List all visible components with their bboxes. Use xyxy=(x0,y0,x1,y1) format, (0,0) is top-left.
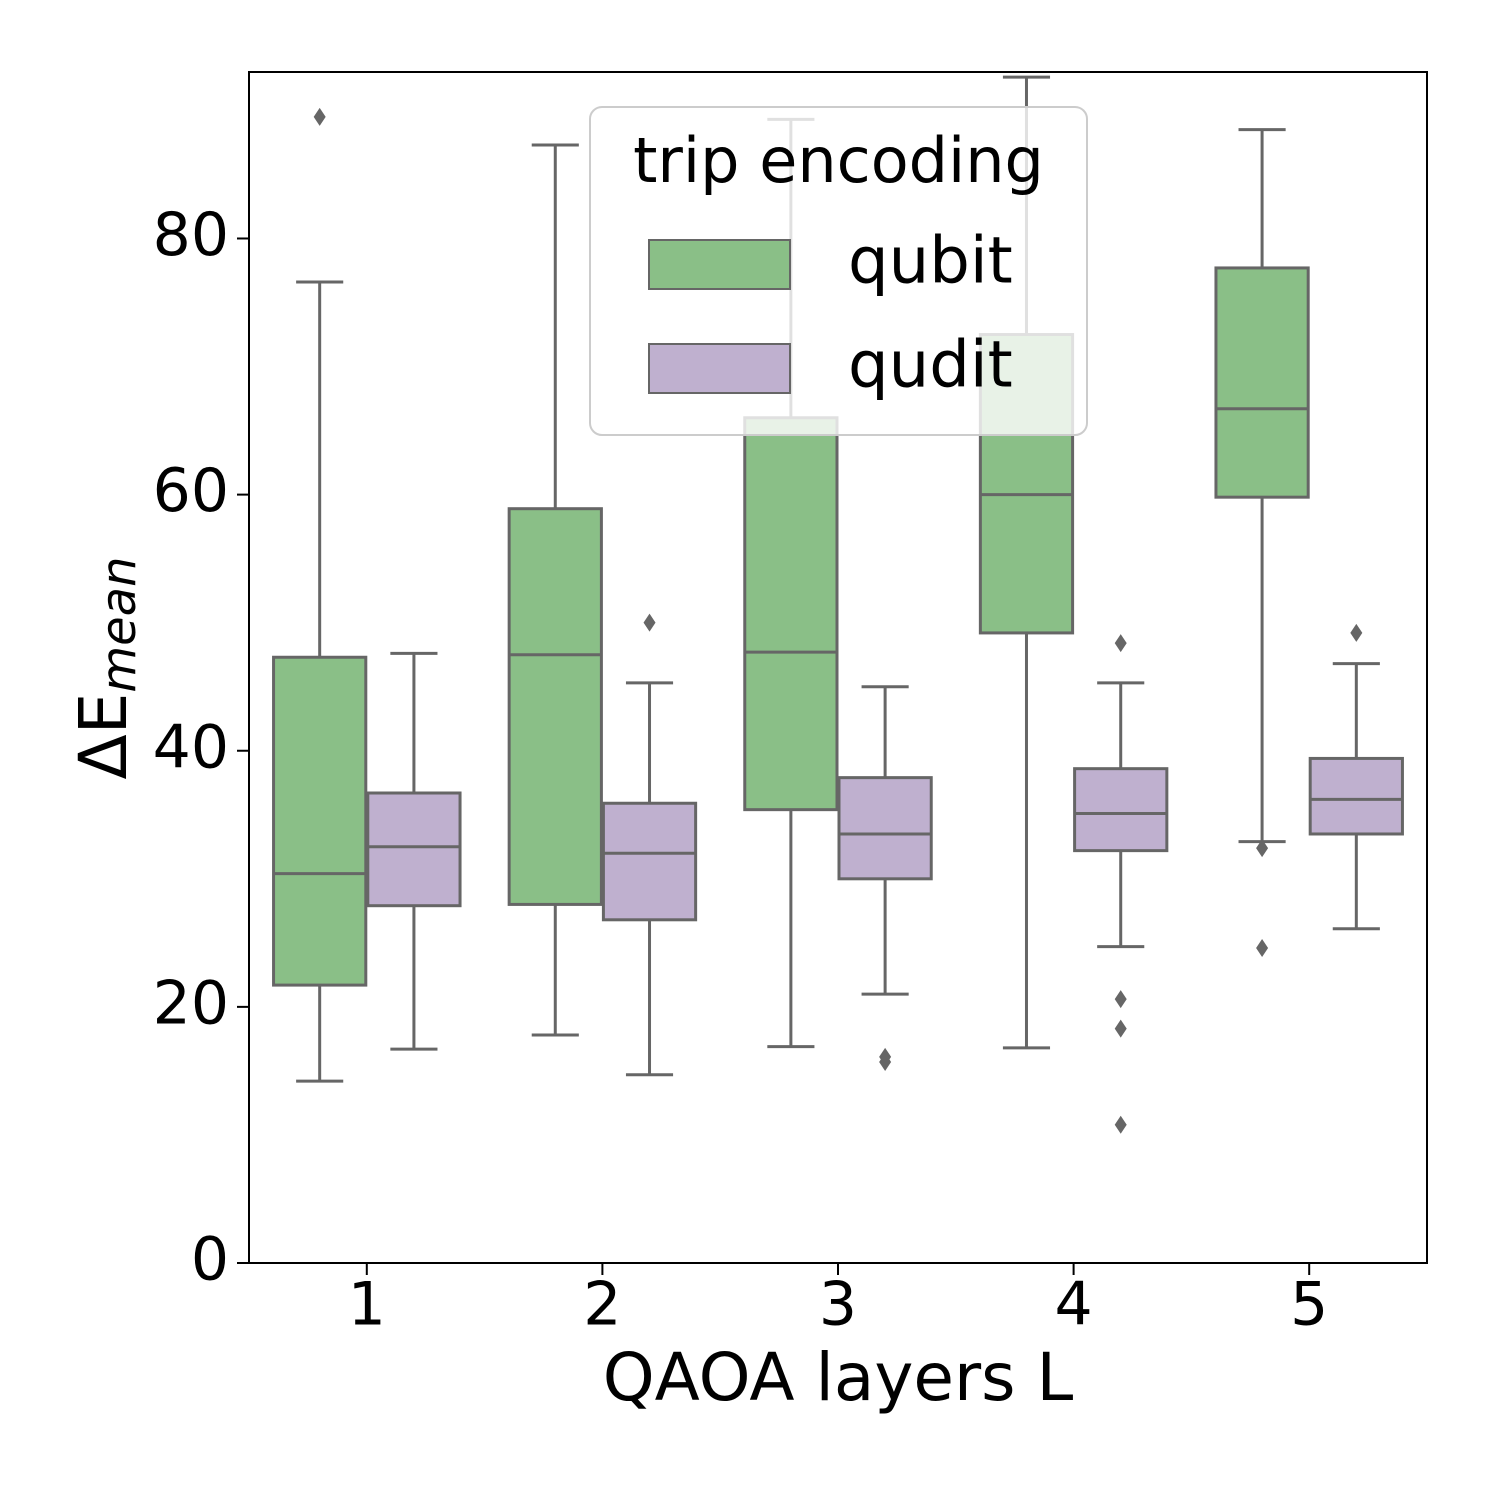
outlier xyxy=(1350,623,1363,642)
outlier xyxy=(879,1052,892,1071)
legend-label: qubit xyxy=(848,225,1013,299)
legend-swatch xyxy=(648,239,791,290)
outlier xyxy=(1256,938,1269,957)
y-tick-label: 0 xyxy=(191,1225,229,1295)
y-axis-label-main: ΔE xyxy=(65,693,142,780)
outlier xyxy=(1114,1115,1127,1134)
box xyxy=(1214,266,1310,499)
y-tick-label: 80 xyxy=(153,200,229,270)
y-tick-label: 60 xyxy=(153,456,229,526)
legend-label: qudit xyxy=(848,329,1013,403)
legend-title: trip encoding xyxy=(633,124,1044,197)
box xyxy=(507,507,603,906)
x-tick-label: 4 xyxy=(1055,1270,1093,1340)
plot-frame xyxy=(248,71,1428,1264)
outlier xyxy=(1114,634,1127,653)
y-axis-label-sub: mean xyxy=(91,557,147,693)
y-tick-label: 20 xyxy=(153,968,229,1038)
box xyxy=(1308,756,1404,836)
y-axis-label: ΔEmean xyxy=(65,557,147,780)
outlier xyxy=(1114,990,1127,1009)
y-tick-label: 40 xyxy=(153,712,229,782)
x-tick-label: 5 xyxy=(1290,1270,1328,1340)
legend-swatch xyxy=(648,343,791,394)
outlier xyxy=(1114,1019,1127,1038)
outlier xyxy=(313,107,326,126)
x-tick-label: 1 xyxy=(348,1270,386,1340)
box xyxy=(1073,767,1169,853)
box xyxy=(743,416,839,812)
x-tick-label: 2 xyxy=(583,1270,621,1340)
legend: trip encoding qubit qudit xyxy=(589,106,1088,436)
x-tick-label: 3 xyxy=(819,1270,857,1340)
box xyxy=(837,776,933,881)
outlier xyxy=(1256,839,1269,858)
box xyxy=(366,791,462,908)
box xyxy=(601,801,698,922)
box xyxy=(272,655,368,987)
outlier xyxy=(643,613,656,632)
x-axis-label: QAOA layers L xyxy=(603,1339,1074,1416)
